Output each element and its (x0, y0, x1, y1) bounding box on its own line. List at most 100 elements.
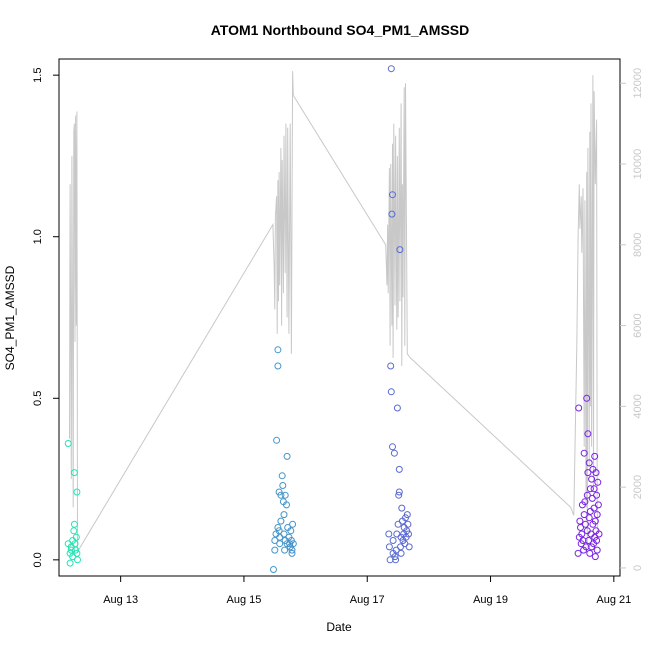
data-point (397, 549, 405, 557)
data-point (288, 549, 296, 557)
data-point (274, 524, 282, 531)
x-tick-label: Aug 15 (227, 594, 262, 606)
data-point (70, 469, 78, 477)
data-point (396, 246, 404, 254)
data-point (405, 530, 412, 538)
y-tick-label: 0.5 (32, 391, 44, 406)
data-point (279, 482, 287, 489)
y2-tick-label: 12000 (632, 68, 644, 99)
data-point (588, 475, 596, 483)
y-tick-label: 1.0 (32, 229, 44, 244)
data-point (593, 546, 601, 554)
data-point (398, 504, 406, 512)
data-point (591, 452, 599, 460)
data-point (389, 191, 396, 199)
y2-tick-label: 8000 (632, 233, 644, 257)
data-point (578, 530, 586, 538)
data-point (593, 537, 601, 544)
data-point (405, 543, 413, 551)
chart-title: ATOM1 Northbound SO4_PM1_AMSSD (211, 22, 470, 38)
data-point (271, 546, 279, 554)
data-point (590, 485, 598, 493)
data-point (281, 491, 289, 499)
data-point (594, 478, 602, 486)
data-point (70, 520, 78, 528)
data-point (395, 465, 403, 473)
data-point (586, 549, 594, 557)
data-point (580, 449, 588, 457)
data-point (591, 517, 599, 525)
data-point (280, 530, 288, 538)
data-point (390, 449, 398, 457)
y-axis-left: 0.0 0.5 1.0 1.5 (32, 68, 59, 567)
data-point (72, 533, 80, 541)
data-point (73, 488, 81, 496)
data-point (585, 459, 593, 467)
data-point (392, 556, 400, 564)
data-point (277, 517, 285, 525)
data-point (74, 556, 81, 564)
data-point (283, 452, 291, 460)
data-point (387, 362, 395, 370)
data-point (67, 546, 75, 554)
data-point (72, 546, 80, 554)
data-point (273, 436, 281, 444)
data-point (584, 469, 592, 477)
data-point (581, 498, 589, 506)
x-tick-label: Aug 17 (350, 594, 385, 606)
data-point (391, 553, 399, 561)
y2-tick-label: 2000 (632, 475, 644, 499)
data-point (287, 527, 295, 535)
data-point (274, 346, 282, 354)
data-point (271, 537, 279, 544)
data-point (395, 488, 403, 496)
data-point (70, 527, 78, 535)
data-point (583, 394, 591, 402)
data-point (593, 511, 601, 519)
y-axis-right: 0 2000 4000 6000 8000 10000 12000 (620, 68, 644, 571)
data-point (577, 524, 584, 531)
data-point (274, 362, 282, 370)
y-tick-label: 0.0 (32, 552, 44, 567)
data-point (592, 469, 600, 477)
data-point (280, 511, 288, 519)
y2-tick-label: 10000 (632, 149, 644, 180)
data-point (288, 546, 296, 554)
x-axis: Aug 13 Aug 15 Aug 17 Aug 19 Aug 21 (103, 575, 631, 606)
data-point (583, 491, 591, 499)
data-point (593, 491, 601, 499)
data-point (595, 530, 603, 538)
data-point (281, 546, 289, 554)
data-point (395, 491, 403, 499)
data-point (404, 520, 412, 528)
data-point (393, 404, 401, 412)
data-point (283, 501, 290, 509)
data-point (594, 501, 602, 509)
data-point (385, 530, 393, 538)
points-layer (64, 65, 603, 573)
data-point (591, 553, 599, 561)
data-point (277, 491, 285, 499)
data-point (584, 430, 592, 438)
y2-tick-label: 4000 (632, 394, 644, 418)
data-point (574, 549, 582, 557)
x-axis-label: Date (326, 620, 352, 634)
data-point (289, 520, 297, 528)
data-point (388, 210, 396, 218)
data-point (66, 559, 74, 567)
data-point (387, 65, 395, 73)
data-point (278, 472, 286, 480)
data-point (64, 440, 72, 447)
x-tick-label: Aug 13 (103, 594, 138, 606)
data-point (389, 537, 397, 544)
y-tick-label: 1.5 (32, 68, 44, 83)
data-point (580, 511, 588, 519)
data-point (387, 388, 395, 396)
data-point (276, 540, 284, 548)
y2-tick-label: 6000 (632, 313, 644, 337)
data-point (389, 443, 396, 451)
data-point (385, 543, 393, 551)
data-point (582, 520, 589, 528)
